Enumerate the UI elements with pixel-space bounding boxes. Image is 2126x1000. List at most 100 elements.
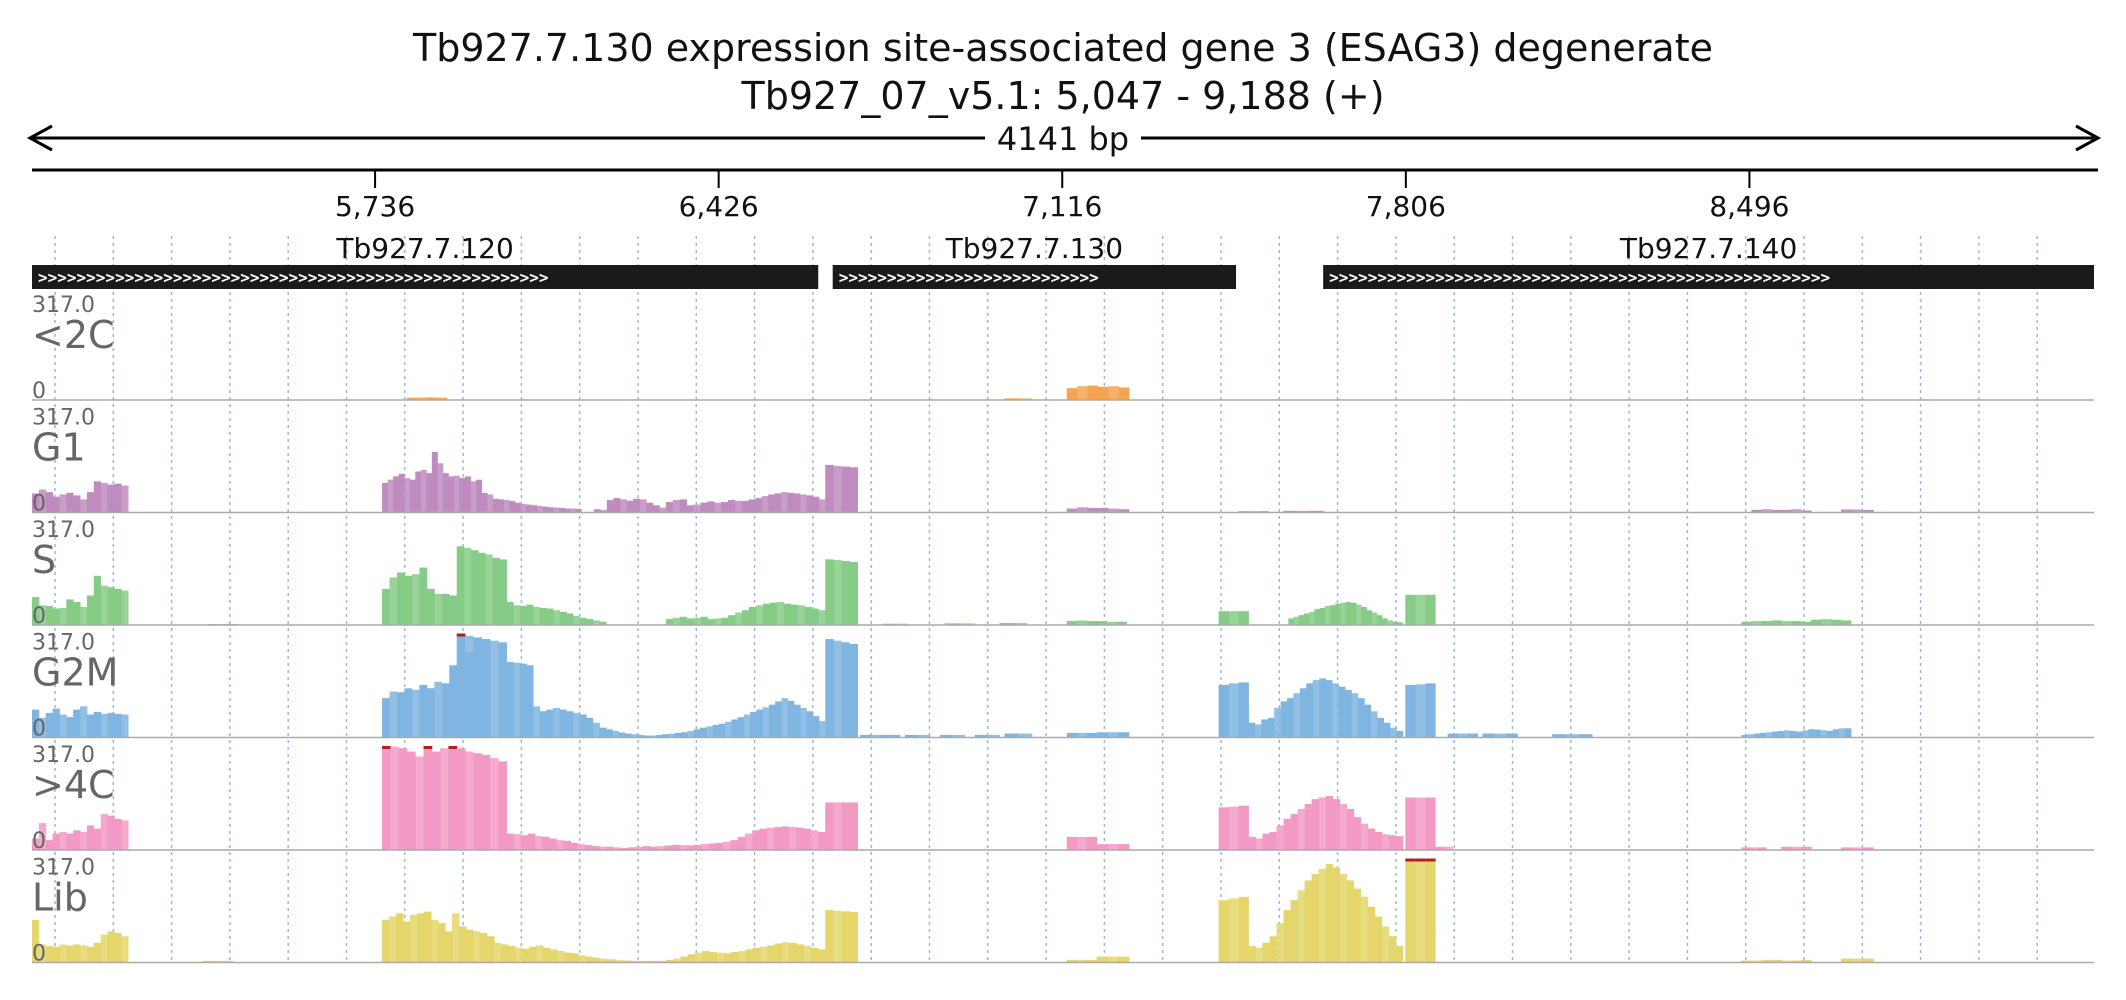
coverage-bar bbox=[849, 643, 858, 738]
coverage-track: 317.0G1 0 bbox=[32, 406, 2094, 517]
coverage-bar bbox=[718, 723, 726, 738]
coverage-bar bbox=[742, 610, 750, 625]
coverage-bar bbox=[1118, 956, 1130, 963]
coverage-bar bbox=[944, 623, 961, 625]
coverage-bar bbox=[1262, 942, 1270, 963]
coverage-bar bbox=[73, 944, 81, 963]
coverage-bar bbox=[515, 947, 523, 963]
coverage-bar bbox=[452, 913, 460, 963]
coordinate-ticks: 5,736 6,426 7,116 7,806 8,496 bbox=[335, 170, 1790, 223]
coverage-bar bbox=[1862, 509, 1874, 513]
coverage-bar bbox=[1771, 731, 1779, 738]
coverage-bar bbox=[1801, 510, 1812, 513]
coverage-track: 317.0>4C 0 bbox=[32, 743, 2094, 854]
coverage-bar bbox=[1447, 733, 1459, 738]
coverage-bar bbox=[707, 501, 715, 513]
coverage-tracks: 317.0<2C0317.0G10317.0S0317.0G2M0317.0>4… bbox=[32, 293, 2094, 967]
coverage-bar bbox=[774, 493, 782, 513]
coverage-bar bbox=[1791, 846, 1802, 850]
coverage-bar bbox=[572, 615, 580, 625]
coverage-bar bbox=[476, 479, 483, 513]
coverage-bar bbox=[513, 605, 521, 625]
coverage-bar bbox=[781, 698, 789, 738]
grid-lines bbox=[54, 236, 2038, 962]
coverage-bar bbox=[1254, 724, 1262, 738]
clip-marker bbox=[1415, 858, 1426, 862]
coverage-bar bbox=[73, 495, 81, 513]
coverage-bar bbox=[1392, 621, 1399, 625]
coverage-bar bbox=[1367, 828, 1376, 850]
figure-subtitle: Tb927_07_v5.1: 5,047 - 9,188 (+) bbox=[740, 74, 1384, 118]
coverage-bar bbox=[1415, 594, 1426, 625]
gene-strand-chevrons: >>>>>>>>>>>>>>>>>>>>>>>>>>>>>>>>>>>>>>>>… bbox=[38, 268, 549, 287]
coverage-bar bbox=[593, 509, 601, 513]
coverage-bar bbox=[550, 949, 558, 963]
coverage-bar bbox=[649, 846, 658, 850]
coverage-bar bbox=[1405, 797, 1416, 850]
coverage-bar bbox=[1087, 385, 1099, 400]
coverage-bar bbox=[1248, 722, 1256, 738]
coverage-bar bbox=[1066, 836, 1078, 850]
coverage-bar bbox=[709, 952, 717, 963]
coverage-bar bbox=[755, 605, 764, 625]
coverage-bar bbox=[599, 958, 607, 963]
coverage-bar bbox=[463, 547, 472, 625]
coverage-bar bbox=[722, 841, 731, 850]
coverage-bar bbox=[423, 746, 433, 850]
coverage-bar bbox=[1405, 685, 1416, 738]
coverage-bar bbox=[1218, 611, 1229, 625]
coverage-bar bbox=[917, 734, 931, 738]
gene-strand-chevrons: >>>>>>>>>>>>>>>>>>>>>>>>>>> bbox=[839, 268, 1099, 287]
coverage-bar bbox=[80, 831, 88, 850]
coverage-bar bbox=[45, 712, 53, 738]
coverage-bar bbox=[1261, 719, 1269, 738]
coverage-bar bbox=[721, 617, 729, 625]
gene-bar[interactable] bbox=[32, 265, 819, 289]
coverage-bar bbox=[804, 606, 812, 625]
coverage-bar bbox=[417, 913, 425, 963]
coverage-bar bbox=[1309, 611, 1315, 625]
coverage-bar bbox=[489, 758, 499, 850]
coverage-bar bbox=[1107, 956, 1119, 963]
coverage-bar bbox=[93, 942, 102, 963]
gene-bar[interactable] bbox=[832, 265, 1237, 289]
coverage-bar bbox=[107, 712, 115, 738]
coverage-bar bbox=[1351, 693, 1359, 738]
coverage-bar bbox=[121, 820, 129, 850]
coverage-bar bbox=[800, 707, 807, 738]
coverage-bar bbox=[788, 827, 797, 850]
coverage-bar bbox=[431, 919, 439, 963]
coverage-bar bbox=[498, 499, 505, 513]
coverage-bar bbox=[880, 734, 891, 738]
coverage-bar bbox=[473, 753, 483, 850]
coverage-bar bbox=[1066, 732, 1078, 738]
coverage-bar bbox=[701, 844, 709, 850]
coverage-bar bbox=[1076, 836, 1088, 850]
coverage-bar bbox=[396, 913, 404, 963]
coverage-bar bbox=[45, 840, 53, 850]
gene-label: Tb927.7.120 bbox=[335, 232, 513, 265]
coverage-bar bbox=[449, 665, 458, 738]
coverage-bar bbox=[410, 914, 418, 963]
coverage-bar bbox=[1339, 873, 1348, 963]
coverage-bar bbox=[1280, 701, 1288, 738]
coverage-bar bbox=[743, 714, 751, 738]
coverage-bar bbox=[806, 495, 813, 513]
coverage-bar bbox=[833, 910, 842, 963]
coverage-bar bbox=[626, 500, 634, 513]
coverage-bar bbox=[686, 505, 694, 513]
coverage-bar bbox=[1106, 621, 1117, 625]
coverage-bar bbox=[789, 942, 797, 963]
coverage-bar bbox=[212, 960, 224, 963]
coverage-bar bbox=[796, 944, 804, 963]
coverage-bar bbox=[107, 484, 115, 513]
coverage-bar bbox=[424, 911, 432, 963]
coverage-bar bbox=[440, 748, 449, 850]
coverage-bar bbox=[86, 946, 95, 963]
track-name: S bbox=[32, 538, 56, 582]
track-name: G2M bbox=[32, 651, 118, 695]
coverage-bar bbox=[86, 825, 95, 850]
coverage-bar bbox=[506, 662, 514, 738]
gene-bar[interactable] bbox=[1323, 265, 2094, 289]
